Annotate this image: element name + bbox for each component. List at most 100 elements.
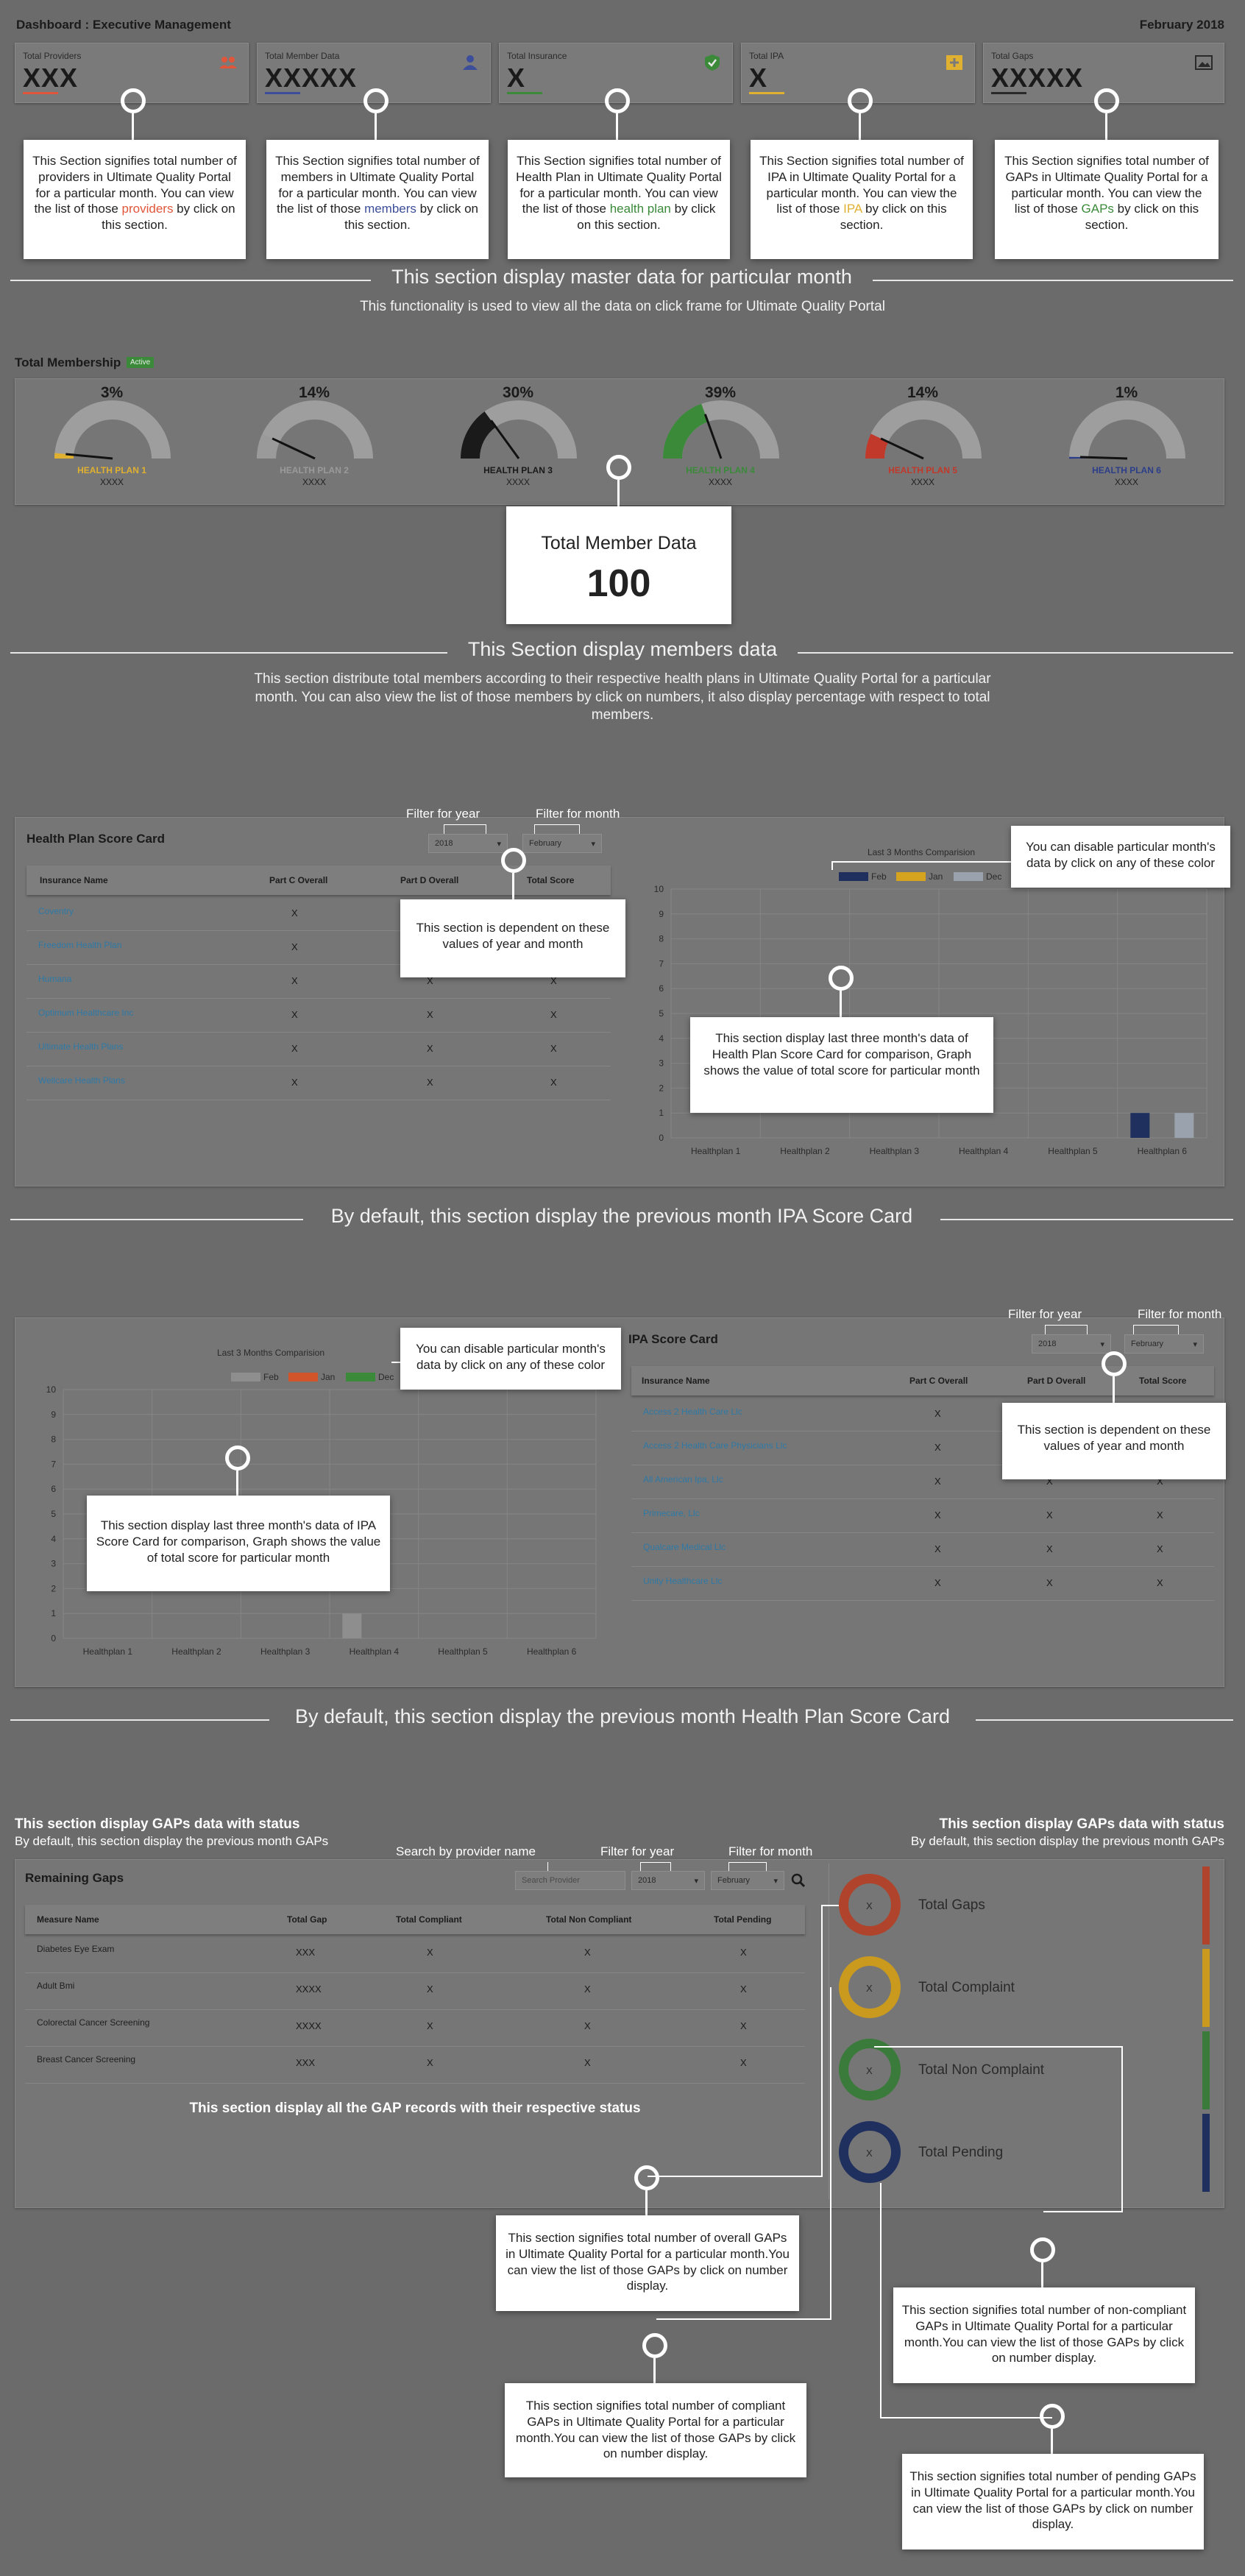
legend-label[interactable]: Dec xyxy=(986,871,1001,882)
kpi-value[interactable]: XXX xyxy=(23,63,79,93)
insurance-name-link[interactable]: Unity Healthcare Llc xyxy=(643,1576,723,1586)
part-c-value[interactable]: X xyxy=(291,1077,298,1088)
part-d-value[interactable]: X xyxy=(427,975,433,986)
total-gap-value[interactable]: XXX xyxy=(296,1947,316,1958)
kpi-card-members[interactable]: Total Member Data XXXXX xyxy=(257,43,491,103)
insurance-name-link[interactable]: Ultimate Health Plans xyxy=(38,1041,124,1052)
part-d-value[interactable]: X xyxy=(427,1077,433,1088)
gauge-count[interactable]: XXXX xyxy=(708,477,732,487)
insurance-name-link[interactable]: Humana xyxy=(38,974,72,984)
total-noncompliant-value[interactable]: X xyxy=(866,2065,873,2076)
gauge-count[interactable]: XXXX xyxy=(506,477,530,487)
insurance-name-link[interactable]: Optimum Healthcare Inc xyxy=(38,1008,134,1018)
insurance-name-link[interactable]: Freedom Health Plan xyxy=(38,940,122,950)
gauge-percent[interactable]: 30% xyxy=(502,384,534,401)
part-d-value[interactable]: X xyxy=(427,1043,433,1054)
total-pending-value[interactable]: X xyxy=(740,1984,747,1995)
total-compliant-value[interactable]: X xyxy=(427,2057,433,2068)
total-gaps-value[interactable]: X xyxy=(866,1900,873,1911)
insurance-name-link[interactable]: Access 2 Health Care Physicians Llc xyxy=(643,1440,787,1451)
kpi-value[interactable]: XXXXX xyxy=(265,63,358,93)
gauge[interactable] xyxy=(461,400,577,459)
chart-bar[interactable] xyxy=(1130,1113,1150,1138)
total-pending-value[interactable]: X xyxy=(740,2020,747,2031)
total-compliant-value[interactable]: X xyxy=(427,1947,433,1958)
gauge-count[interactable]: XXXX xyxy=(302,477,326,487)
legend-label[interactable]: Dec xyxy=(378,1372,394,1382)
gauge-percent[interactable]: 3% xyxy=(100,384,124,401)
total-noncompliant-value[interactable]: X xyxy=(584,2057,591,2068)
total-score-value[interactable]: X xyxy=(1157,1476,1163,1487)
gauge[interactable] xyxy=(865,400,982,460)
gauge[interactable] xyxy=(257,400,373,460)
gauge-count[interactable]: XXXX xyxy=(910,477,934,487)
part-d-value[interactable]: X xyxy=(1046,1476,1053,1487)
total-noncompliant-value[interactable]: X xyxy=(584,1984,591,1995)
total-score-value[interactable]: X xyxy=(550,975,557,986)
chart-bar[interactable] xyxy=(342,1613,362,1638)
gauge-percent[interactable]: 14% xyxy=(298,384,330,401)
total-score-value[interactable]: X xyxy=(1157,1543,1163,1554)
month-select[interactable]: February ▾ xyxy=(522,834,602,853)
gauge[interactable] xyxy=(54,400,171,460)
total-score-value[interactable]: X xyxy=(1157,1510,1163,1521)
total-compliant-value[interactable]: X xyxy=(427,1984,433,1995)
year-select[interactable]: 2018 ▾ xyxy=(1032,1334,1111,1354)
gauge-percent[interactable]: 39% xyxy=(704,384,737,401)
total-score-value[interactable]: X xyxy=(550,1009,557,1020)
part-c-value[interactable]: X xyxy=(934,1543,941,1554)
kpi-card-ipa[interactable]: Total IPA X xyxy=(741,43,975,103)
gauge-percent[interactable]: 14% xyxy=(907,384,939,401)
total-gap-value[interactable]: XXX xyxy=(296,2057,316,2068)
total-score-value[interactable]: X xyxy=(550,1043,557,1054)
part-d-value[interactable]: X xyxy=(1046,1510,1053,1521)
part-c-value[interactable]: X xyxy=(291,941,298,952)
gauge-percent[interactable]: 1% xyxy=(1115,384,1138,401)
part-d-value[interactable]: X xyxy=(427,1009,433,1020)
gauge[interactable] xyxy=(1068,400,1185,460)
total-gap-value[interactable]: XXXX xyxy=(296,1984,322,1995)
insurance-name-link[interactable]: Wellcare Health Plans xyxy=(38,1075,125,1086)
total-compliant-value[interactable]: X xyxy=(866,1983,873,1994)
total-gap-value[interactable]: XXXX xyxy=(296,2020,322,2031)
legend-swatch[interactable] xyxy=(346,1373,375,1381)
legend-swatch[interactable] xyxy=(839,872,868,881)
legend-label[interactable]: Jan xyxy=(321,1372,335,1382)
insurance-name-link[interactable]: Primecare, Llc xyxy=(643,1508,700,1518)
kpi-value[interactable]: XXXXX xyxy=(991,63,1084,93)
gauge-count[interactable]: XXXX xyxy=(1114,477,1138,487)
year-select[interactable]: 2018 ▾ xyxy=(428,834,508,853)
kpi-value[interactable]: X xyxy=(749,63,768,93)
total-score-value[interactable]: X xyxy=(1157,1577,1163,1588)
part-c-value[interactable]: X xyxy=(291,975,298,986)
legend-swatch[interactable] xyxy=(288,1373,318,1381)
part-c-value[interactable]: X xyxy=(934,1577,941,1588)
part-c-value[interactable]: X xyxy=(291,1009,298,1020)
insurance-name-link[interactable]: All American Ipa, Llc xyxy=(643,1474,723,1485)
month-select[interactable]: February ▾ xyxy=(1124,1334,1204,1354)
part-c-value[interactable]: X xyxy=(934,1408,941,1419)
legend-label[interactable]: Feb xyxy=(263,1372,279,1382)
insurance-name-link[interactable]: Qualcare Medical Llc xyxy=(643,1542,726,1552)
part-c-value[interactable]: X xyxy=(934,1476,941,1487)
total-pending-value[interactable]: X xyxy=(866,2148,873,2159)
total-compliant-value[interactable]: X xyxy=(427,2020,433,2031)
kpi-value[interactable]: X xyxy=(507,63,526,93)
provider-search-input[interactable]: Search Provider xyxy=(515,1871,625,1890)
legend-swatch[interactable] xyxy=(954,872,983,881)
legend-label[interactable]: Jan xyxy=(929,871,943,882)
part-c-value[interactable]: X xyxy=(291,907,298,919)
total-pending-value[interactable]: X xyxy=(740,2057,747,2068)
insurance-name-link[interactable]: Access 2 Health Care Llc xyxy=(643,1406,742,1417)
legend-label[interactable]: Feb xyxy=(871,871,887,882)
total-noncompliant-value[interactable]: X xyxy=(584,1947,591,1958)
month-select[interactable]: February ▾ xyxy=(711,1871,784,1890)
search-icon[interactable] xyxy=(790,1872,806,1889)
gauge-count[interactable]: XXXX xyxy=(99,477,124,487)
part-c-value[interactable]: X xyxy=(934,1510,941,1521)
part-d-value[interactable]: X xyxy=(1046,1577,1053,1588)
part-d-value[interactable]: X xyxy=(1046,1543,1053,1554)
year-select[interactable]: 2018 ▾ xyxy=(631,1871,705,1890)
total-noncompliant-value[interactable]: X xyxy=(584,2020,591,2031)
gauge[interactable] xyxy=(663,400,779,459)
